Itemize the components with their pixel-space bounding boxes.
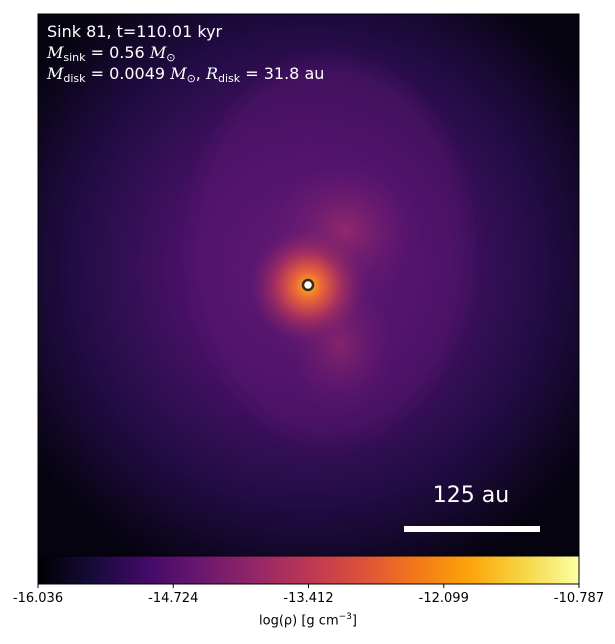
colorbar-ticks (37, 584, 580, 588)
sink-title: Sink 81, t=110.01 kyr (47, 22, 223, 41)
m-sink-unit: M (149, 43, 167, 62)
colorbar-label-sup: −3 (338, 612, 352, 622)
colorbar-tick-label: -14.724 (148, 591, 199, 606)
scale-bar-label: 125 au (432, 483, 510, 508)
colorbar-label-main: log(ρ) [g cm (259, 613, 339, 629)
colorbar-tick-label: -10.787 (553, 591, 605, 606)
sink-marker (301, 278, 315, 292)
r-disk-symbol: R (205, 64, 219, 83)
colorbar-tick-label: -12.099 (418, 591, 469, 606)
colorbar (37, 555, 580, 585)
disk-line: Mdisk = 0.0049 M⊙, Rdisk = 31.8 au (47, 63, 324, 89)
m-sink-sub: sink (63, 51, 86, 64)
colorbar-label: log(ρ) [g cm−3] (259, 612, 357, 628)
comma: , (195, 64, 206, 83)
scale-bar (404, 526, 540, 532)
colorbar-tick-label: -13.412 (283, 591, 334, 606)
m-disk-symbol: M (47, 64, 64, 83)
r-disk-sub: disk (218, 72, 241, 85)
colorbar-label-end: ] (351, 613, 357, 629)
m-disk-value: = 0.0049 (85, 64, 171, 83)
sink-mass-line: Msink = 0.56 M⊙ (47, 42, 175, 68)
m-sink-symbol: M (47, 43, 64, 62)
m-disk-sub: disk (63, 72, 86, 85)
colorbar-tick-label: -16.036 (12, 591, 64, 606)
m-sink-unit-sub: ⊙ (166, 51, 176, 64)
m-sink-value: = 0.56 (85, 43, 150, 62)
density-map (38, 14, 579, 556)
m-disk-unit-sub: ⊙ (186, 72, 196, 85)
m-disk-unit: M (170, 64, 187, 83)
r-disk-value: = 31.8 au (240, 64, 325, 83)
